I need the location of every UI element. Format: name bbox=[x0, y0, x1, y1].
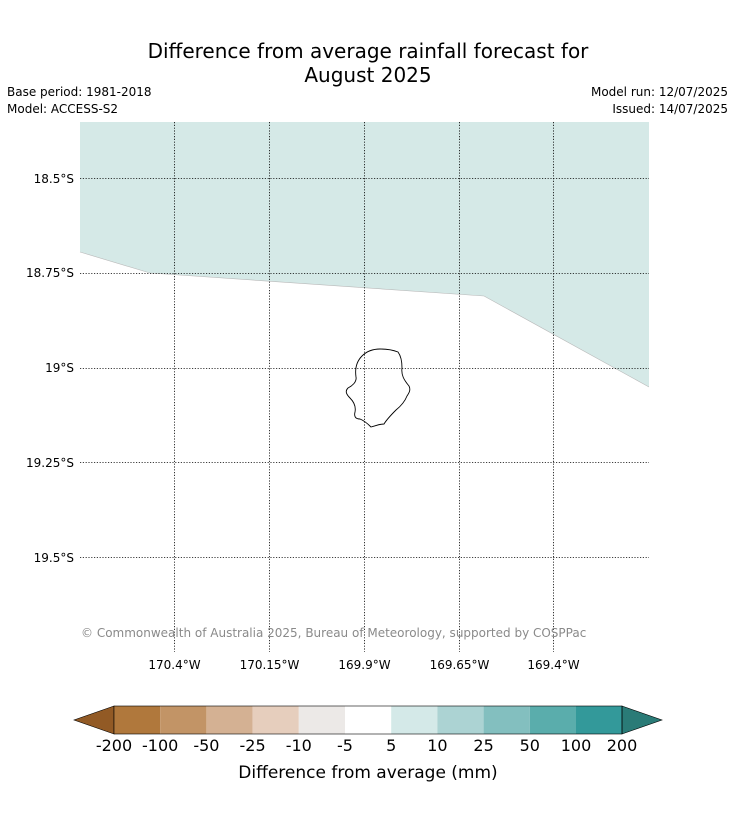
colorbar-bin-8 bbox=[437, 706, 484, 734]
colorbar-tick-10: 50 bbox=[520, 736, 540, 755]
colorbar-bin-7 bbox=[391, 706, 438, 734]
colorbar-bin-3 bbox=[206, 706, 253, 734]
lon-label-1: 170.4°W bbox=[148, 658, 200, 672]
colorbar-outline bbox=[113, 705, 623, 735]
model-run-text: Model run: 12/07/2025 bbox=[590, 85, 728, 99]
lat-label-5: 19.5°S bbox=[34, 551, 74, 565]
issued-text: Issued: 14/07/2025 bbox=[612, 102, 728, 116]
colorbar-bin-5 bbox=[298, 706, 345, 734]
base-period-text: Base period: 1981-2018 bbox=[7, 85, 152, 99]
colorbar-tick-12: 200 bbox=[607, 736, 638, 755]
map-title-line-2: August 2025 bbox=[304, 63, 432, 87]
colorbar-tick-4: -25 bbox=[240, 736, 266, 755]
island-coastline bbox=[345, 348, 411, 428]
colorbar-tick-6: -5 bbox=[337, 736, 353, 755]
lon-label-4: 169.65°W bbox=[430, 658, 490, 672]
colorbar-over-arrow bbox=[621, 705, 663, 735]
lat-label-3: 19°S bbox=[45, 361, 74, 375]
colorbar-tick-1: -200 bbox=[96, 736, 132, 755]
colorbar-bin-4 bbox=[252, 706, 299, 734]
colorbar-bin-1 bbox=[114, 706, 161, 734]
lon-label-5: 169.4°W bbox=[527, 658, 579, 672]
colorbar-tick-8: 10 bbox=[427, 736, 447, 755]
colorbar-bin-6 bbox=[345, 706, 392, 734]
model-text: Model: ACCESS-S2 bbox=[7, 102, 119, 116]
colorbar-bin-10 bbox=[529, 706, 576, 734]
lon-label-3: 169.9°W bbox=[338, 658, 390, 672]
colorbar-tick-3: -50 bbox=[193, 736, 219, 755]
shaded-region-boundary bbox=[79, 251, 650, 388]
colorbar-bin-2 bbox=[160, 706, 207, 734]
lat-label-2: 18.75°S bbox=[26, 266, 74, 280]
map-title-line-1: Difference from average rainfall forecas… bbox=[147, 39, 589, 63]
colorbar bbox=[73, 705, 663, 735]
copyright-notice: © Commonwealth of Australia 2025, Bureau… bbox=[81, 626, 587, 640]
colorbar-tick-5: -10 bbox=[286, 736, 312, 755]
lat-label-4: 19.25°S bbox=[26, 456, 74, 470]
meta-left: Base period: 1981-2018 Model: ACCESS-S2 bbox=[7, 84, 152, 118]
lat-label-1: 18.5°S bbox=[34, 172, 74, 186]
colorbar-bin-9 bbox=[483, 706, 530, 734]
colorbar-under-arrow bbox=[73, 705, 115, 735]
colorbar-bin-11 bbox=[576, 706, 622, 734]
lon-label-2: 170.15°W bbox=[240, 658, 300, 672]
colorbar-tick-2: -100 bbox=[142, 736, 178, 755]
colorbar-tick-7: 5 bbox=[386, 736, 396, 755]
meta-right: Model run: 12/07/2025 Issued: 14/07/2025 bbox=[591, 84, 728, 118]
colorbar-tick-11: 100 bbox=[561, 736, 592, 755]
latitude-gridlines bbox=[80, 178, 649, 558]
colorbar-tick-9: 25 bbox=[473, 736, 493, 755]
colorbar-label: Difference from average (mm) bbox=[238, 763, 497, 783]
